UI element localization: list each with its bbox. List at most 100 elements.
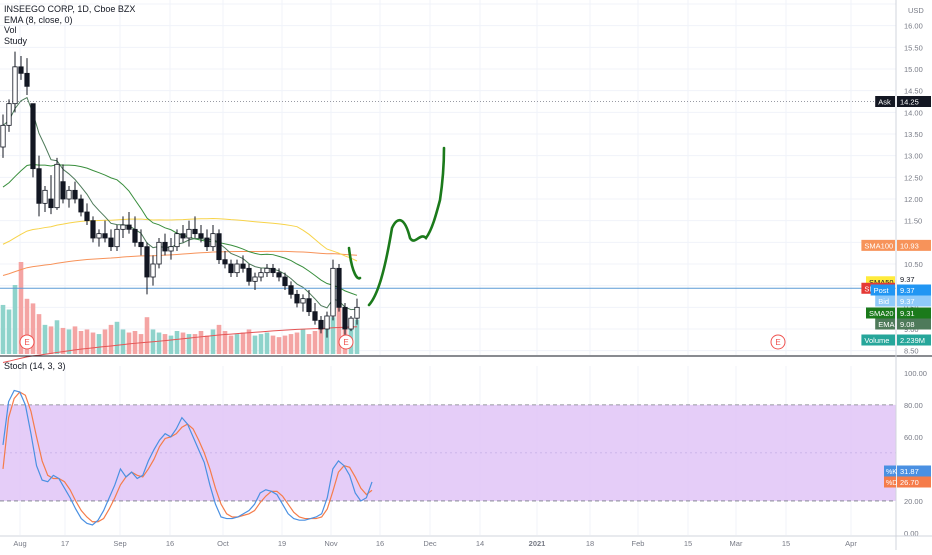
stoch-k-line xyxy=(2,389,373,526)
time-axis-tick: Nov xyxy=(324,539,338,548)
candle xyxy=(42,189,48,204)
stoch-tag: %K 31.87 xyxy=(884,465,931,477)
volume-bar xyxy=(18,262,24,354)
volume-bar xyxy=(336,303,342,354)
candle xyxy=(48,198,54,209)
volume-bar xyxy=(60,327,66,354)
candle xyxy=(300,298,306,304)
volume-bar xyxy=(126,332,132,354)
candles xyxy=(0,51,360,338)
volume-bar xyxy=(174,331,180,354)
price-tag-label-bg xyxy=(870,284,895,296)
candle xyxy=(174,233,180,248)
candle xyxy=(72,189,78,200)
candle xyxy=(276,272,282,278)
candle xyxy=(126,224,132,230)
price-tag-value-bg xyxy=(897,273,931,285)
volume-indicator-label[interactable]: Vol xyxy=(4,25,17,35)
volume-bar xyxy=(186,334,192,354)
time-axis-tick: 19 xyxy=(278,539,286,548)
earnings-circle xyxy=(338,334,354,350)
time-axis-tick: 15 xyxy=(684,539,692,548)
price-tag-value-bg xyxy=(897,318,931,330)
candle xyxy=(264,267,270,274)
chart-legend: INSEEGO CORP, 1D, Cboe BZX EMA (8, close… xyxy=(4,4,135,46)
time-axis-tick: Apr xyxy=(845,539,857,548)
volume-bar xyxy=(0,304,6,354)
stoch-tag-name: %D xyxy=(886,480,897,487)
candle xyxy=(78,198,84,213)
price-grid xyxy=(0,0,896,535)
stoch-tag-name-bg xyxy=(884,465,896,477)
price-tag-label-bg xyxy=(861,239,895,251)
study-indicator-label[interactable]: Study xyxy=(4,35,28,46)
earnings-label: E xyxy=(343,338,348,347)
stoch-tag-value-bg xyxy=(897,476,931,488)
stoch-legend[interactable]: Stoch (14, 3, 3) xyxy=(4,361,66,371)
sma50-line xyxy=(2,218,358,262)
price-tag-label: SMA100 xyxy=(864,241,893,250)
time-axis-tick: 2021 xyxy=(529,539,546,548)
stoch-tag-value: 26.70 xyxy=(900,478,919,487)
volume-bar xyxy=(30,303,36,354)
candle xyxy=(150,263,156,278)
stoch-axis-tick: 100.00 xyxy=(904,369,927,378)
volume-bar xyxy=(114,321,120,354)
time-axis-tick: 16 xyxy=(376,539,384,548)
volume-bar xyxy=(210,329,216,354)
price-tag-value: 9.37 xyxy=(900,286,915,295)
volume-bar xyxy=(108,324,114,354)
price-tag-label: SMA50 xyxy=(869,278,894,287)
candle xyxy=(228,263,234,274)
price-tag-value: 10.93 xyxy=(900,241,919,250)
price-tag-value-bg xyxy=(897,239,931,251)
volume-bar xyxy=(312,331,318,354)
volume-bar xyxy=(120,329,126,354)
volume-bar xyxy=(306,334,312,354)
sma200-line xyxy=(2,326,358,363)
volume-bar xyxy=(144,317,150,354)
candle xyxy=(330,267,336,317)
price-tag-label: Post xyxy=(874,286,890,295)
stoch-tag-value-bg xyxy=(897,465,931,477)
candle xyxy=(90,220,96,239)
candle xyxy=(294,293,300,304)
volume-bar xyxy=(24,298,30,354)
price-tag-label: SMA20 xyxy=(869,309,894,318)
candle xyxy=(120,224,126,230)
time-axis-tick: Feb xyxy=(632,539,645,548)
candle xyxy=(18,66,24,74)
candle xyxy=(114,228,120,248)
volume-bar xyxy=(198,331,204,354)
symbol-title[interactable]: INSEEGO CORP, 1D, Cboe BZX xyxy=(4,4,136,14)
stoch-tag: %D 26.70 xyxy=(884,476,931,488)
candle xyxy=(204,237,210,248)
ask-tag: Ask 14.25 xyxy=(875,96,931,107)
price-tag-label-bg xyxy=(866,276,895,288)
price-axis-tick: 11.50 xyxy=(904,217,922,226)
volume-bar xyxy=(294,332,300,354)
volume-bar xyxy=(354,319,360,354)
time-axis-tick: Dec xyxy=(423,539,437,548)
time-axis-tick: Mar xyxy=(730,539,743,548)
stoch-tag-name-bg xyxy=(884,476,896,488)
volume-bar xyxy=(192,334,198,354)
candle xyxy=(102,233,108,239)
volume-bar xyxy=(162,334,168,354)
volume-bar xyxy=(168,335,174,354)
candle xyxy=(162,241,168,252)
sma20-line xyxy=(2,163,358,296)
candle xyxy=(240,263,246,269)
price-tag-value: 9.08 xyxy=(900,320,915,329)
earnings-circle xyxy=(19,334,35,350)
time-axis-tick: 15 xyxy=(782,539,790,548)
volume-bar xyxy=(222,331,228,354)
candle xyxy=(324,315,330,330)
ema-indicator-label[interactable]: EMA (8, close, 0) xyxy=(4,14,73,25)
price-tag-value: 14.25 xyxy=(900,98,919,107)
candle xyxy=(234,263,240,274)
candle xyxy=(54,163,60,209)
post-tag: Post 9.37 xyxy=(870,284,931,296)
